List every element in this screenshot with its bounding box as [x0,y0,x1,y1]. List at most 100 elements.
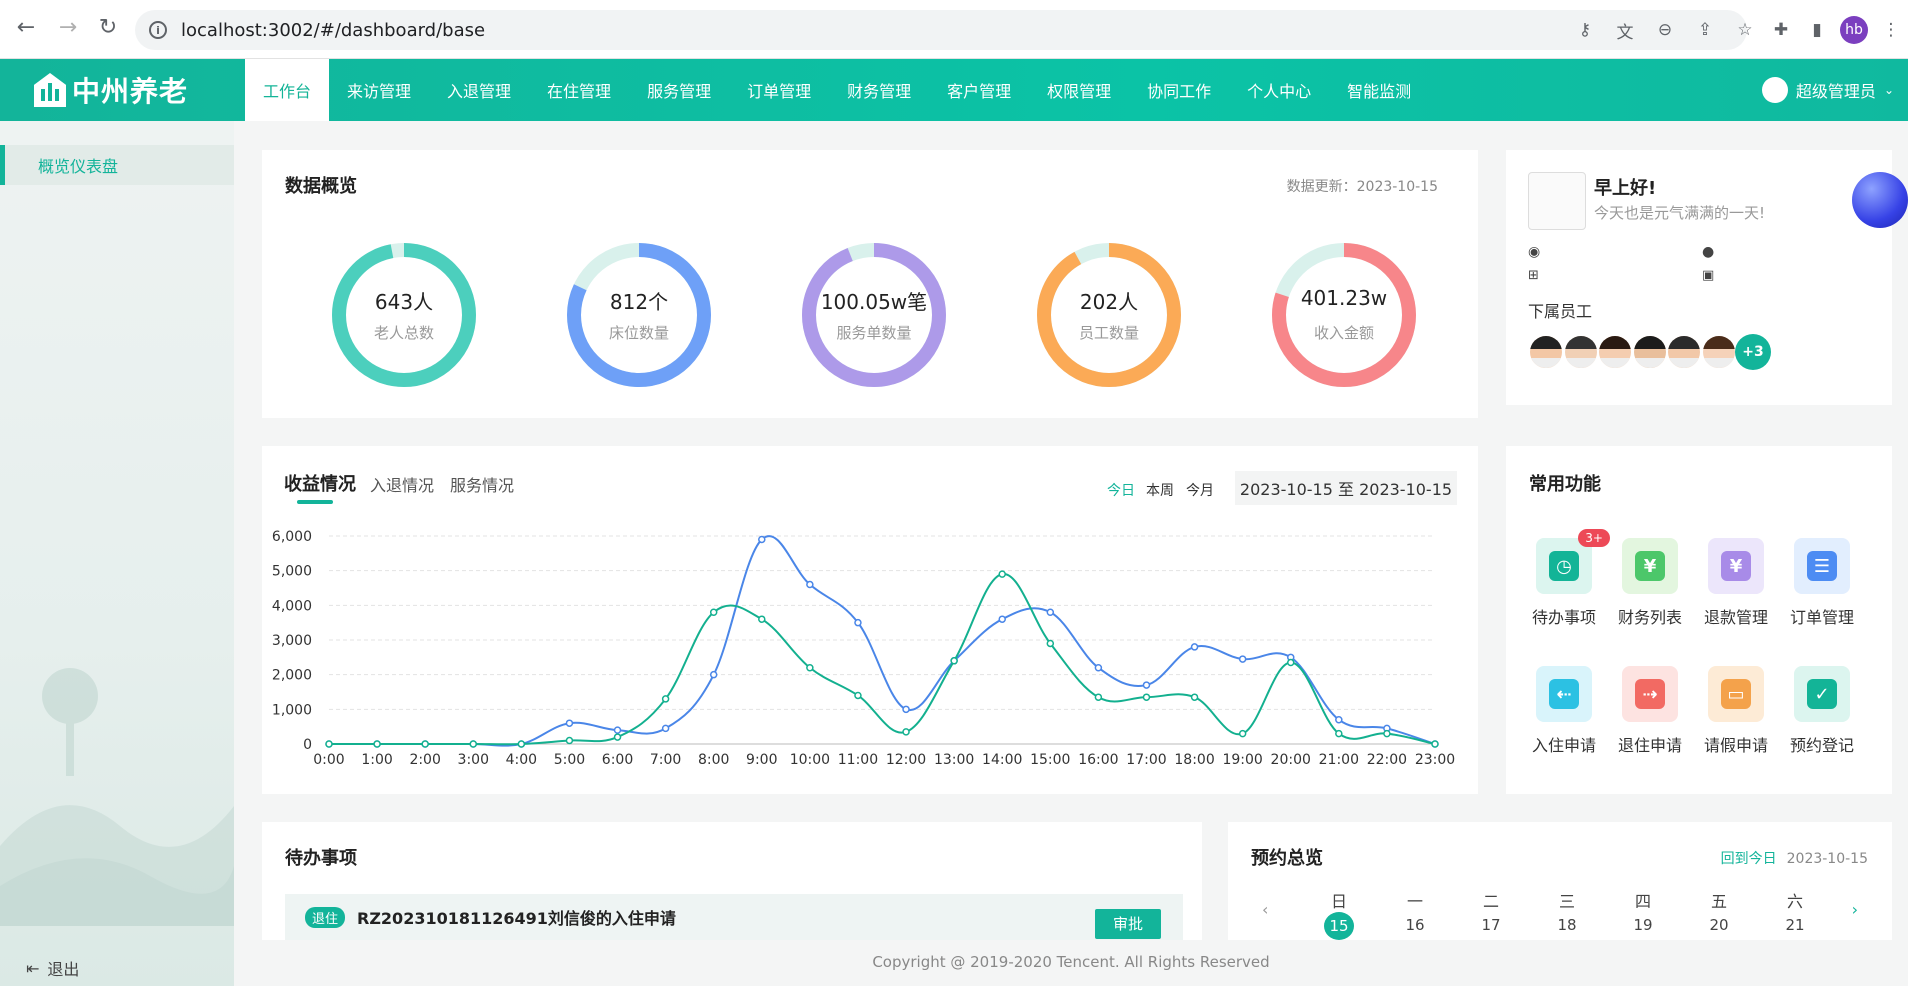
data-point[interactable] [421,740,429,748]
back-to-today-link[interactable]: 回到今日 [1720,851,1777,867]
function-order-list[interactable]: ☰ 订单管理 [1782,538,1862,628]
data-point[interactable] [950,657,958,665]
data-point[interactable] [517,740,526,748]
nav-item-0[interactable]: 工作台 [245,59,330,121]
data-point[interactable] [469,740,478,748]
function-check-out[interactable]: ⇢ 退住申请 [1610,666,1690,756]
nav-item-8[interactable]: 权限管理 [1047,82,1112,101]
data-point[interactable] [1335,729,1343,738]
profile-avatar[interactable]: hb [1840,16,1868,44]
data-point[interactable] [565,736,574,745]
data-point[interactable] [806,663,814,672]
staff-avatar[interactable] [1666,334,1702,370]
more-staff-badge[interactable]: +3 [1735,334,1771,370]
function-calendar-check[interactable]: ✓ 预约登记 [1782,666,1862,756]
menu-icon[interactable]: ⋮ [1882,20,1900,40]
data-point[interactable] [1046,608,1055,617]
calendar-day[interactable]: 19 [1633,916,1653,934]
data-point[interactable] [758,535,766,544]
tab-revenue[interactable]: 收益情况 [284,474,356,495]
share-icon[interactable]: ⇪ [1697,20,1713,40]
range-month[interactable]: 今月 [1186,483,1214,499]
data-point[interactable] [902,728,910,736]
translate-icon[interactable]: 文 [1616,22,1634,43]
data-point[interactable] [709,670,718,679]
forward-icon[interactable]: → [58,15,78,40]
data-point[interactable] [565,719,574,727]
data-point[interactable] [613,733,622,741]
data-point[interactable] [758,615,766,623]
data-point[interactable] [854,691,862,700]
side-panel-icon[interactable]: ▮ [1812,20,1822,40]
function-leave[interactable]: ▭ 请假申请 [1696,666,1776,756]
nav-item-7[interactable]: 客户管理 [947,82,1012,101]
data-point[interactable] [613,726,622,734]
data-point[interactable] [325,740,333,748]
app-logo[interactable]: 中州养老 [34,70,188,110]
nav-item-3[interactable]: 在住管理 [547,82,612,101]
data-point[interactable] [1046,639,1055,648]
function-refund[interactable]: ¥ 退款管理 [1696,538,1776,628]
staff-avatar[interactable] [1700,334,1737,370]
data-point[interactable] [709,608,718,617]
address-bar[interactable]: i localhost:3002/#/dashboard/base [135,10,1747,50]
data-point[interactable] [1190,643,1199,651]
data-point[interactable] [661,695,670,703]
data-point[interactable] [1286,658,1295,667]
calendar-prev-icon[interactable]: ‹ [1262,900,1269,919]
data-point[interactable] [806,580,814,589]
data-point[interactable] [1190,693,1199,701]
todo-item[interactable]: 退住 RZ202310181126491刘信俊的入住申请 审批 [285,894,1183,940]
data-point[interactable] [902,705,910,714]
tab-check-in-out[interactable]: 入退情况 [370,476,435,495]
nav-item-6[interactable]: 财务管理 [847,82,912,101]
site-info-icon[interactable]: i [149,21,167,39]
extensions-icon[interactable]: ✚ [1773,20,1789,40]
data-point[interactable] [373,740,381,748]
function-check-in[interactable]: ⇠ 入住申请 [1524,666,1604,756]
range-week[interactable]: 本周 [1146,483,1174,499]
date-range-picker[interactable]: 2023-10-15 至 2023-10-15 [1235,471,1457,505]
nav-item-1[interactable]: 来访管理 [347,82,412,101]
data-point[interactable] [661,724,670,733]
staff-avatar[interactable] [1528,334,1564,370]
logout-button[interactable]: ⇤ 退出 [26,956,79,980]
data-point[interactable] [1335,715,1343,724]
sidebar-item-dashboard[interactable]: 概览仪表盘 [0,145,234,185]
nav-item-10[interactable]: 个人中心 [1247,82,1312,101]
data-point[interactable] [998,570,1006,578]
nav-item-5[interactable]: 订单管理 [747,82,812,101]
data-point[interactable] [1094,693,1103,701]
calendar-day[interactable]: 20 [1709,916,1729,934]
data-point[interactable] [1238,729,1247,738]
data-point[interactable] [1094,663,1103,672]
calendar-day[interactable]: 21 [1785,916,1805,934]
function-alarm-clock[interactable]: ◷ 3+ 待办事项 [1524,529,1610,628]
calendar-day[interactable]: 16 [1405,916,1425,934]
calendar-day[interactable]: 17 [1481,916,1501,934]
staff-avatar[interactable] [1562,334,1599,370]
calendar-next-icon[interactable]: › [1851,900,1858,919]
key-icon[interactable]: ⚷ [1578,20,1592,40]
data-point[interactable] [1431,740,1439,748]
data-point[interactable] [1383,729,1391,738]
range-today[interactable]: 今日 [1107,483,1135,499]
data-point[interactable] [1142,693,1151,701]
star-icon[interactable]: ☆ [1737,20,1753,40]
data-point[interactable] [1238,655,1247,663]
staff-avatar[interactable] [1631,334,1668,370]
nav-item-11[interactable]: 智能监测 [1347,82,1412,101]
nav-item-2[interactable]: 入退管理 [447,82,512,101]
nav-item-9[interactable]: 协同工作 [1147,82,1212,101]
user-menu[interactable]: 🐵 超级管理员 ⌄ [1761,59,1894,121]
zoom-icon[interactable]: ⊖ [1657,20,1673,40]
data-point[interactable] [854,618,862,627]
staff-avatar[interactable] [1597,334,1633,370]
calendar-day[interactable]: 15 [1324,912,1354,940]
reload-icon[interactable]: ↻ [98,15,118,40]
data-point[interactable] [1142,681,1151,689]
back-icon[interactable]: ← [16,15,36,40]
floating-ball[interactable] [1852,172,1908,228]
nav-item-4[interactable]: 服务管理 [647,82,712,101]
data-point[interactable] [998,615,1006,623]
